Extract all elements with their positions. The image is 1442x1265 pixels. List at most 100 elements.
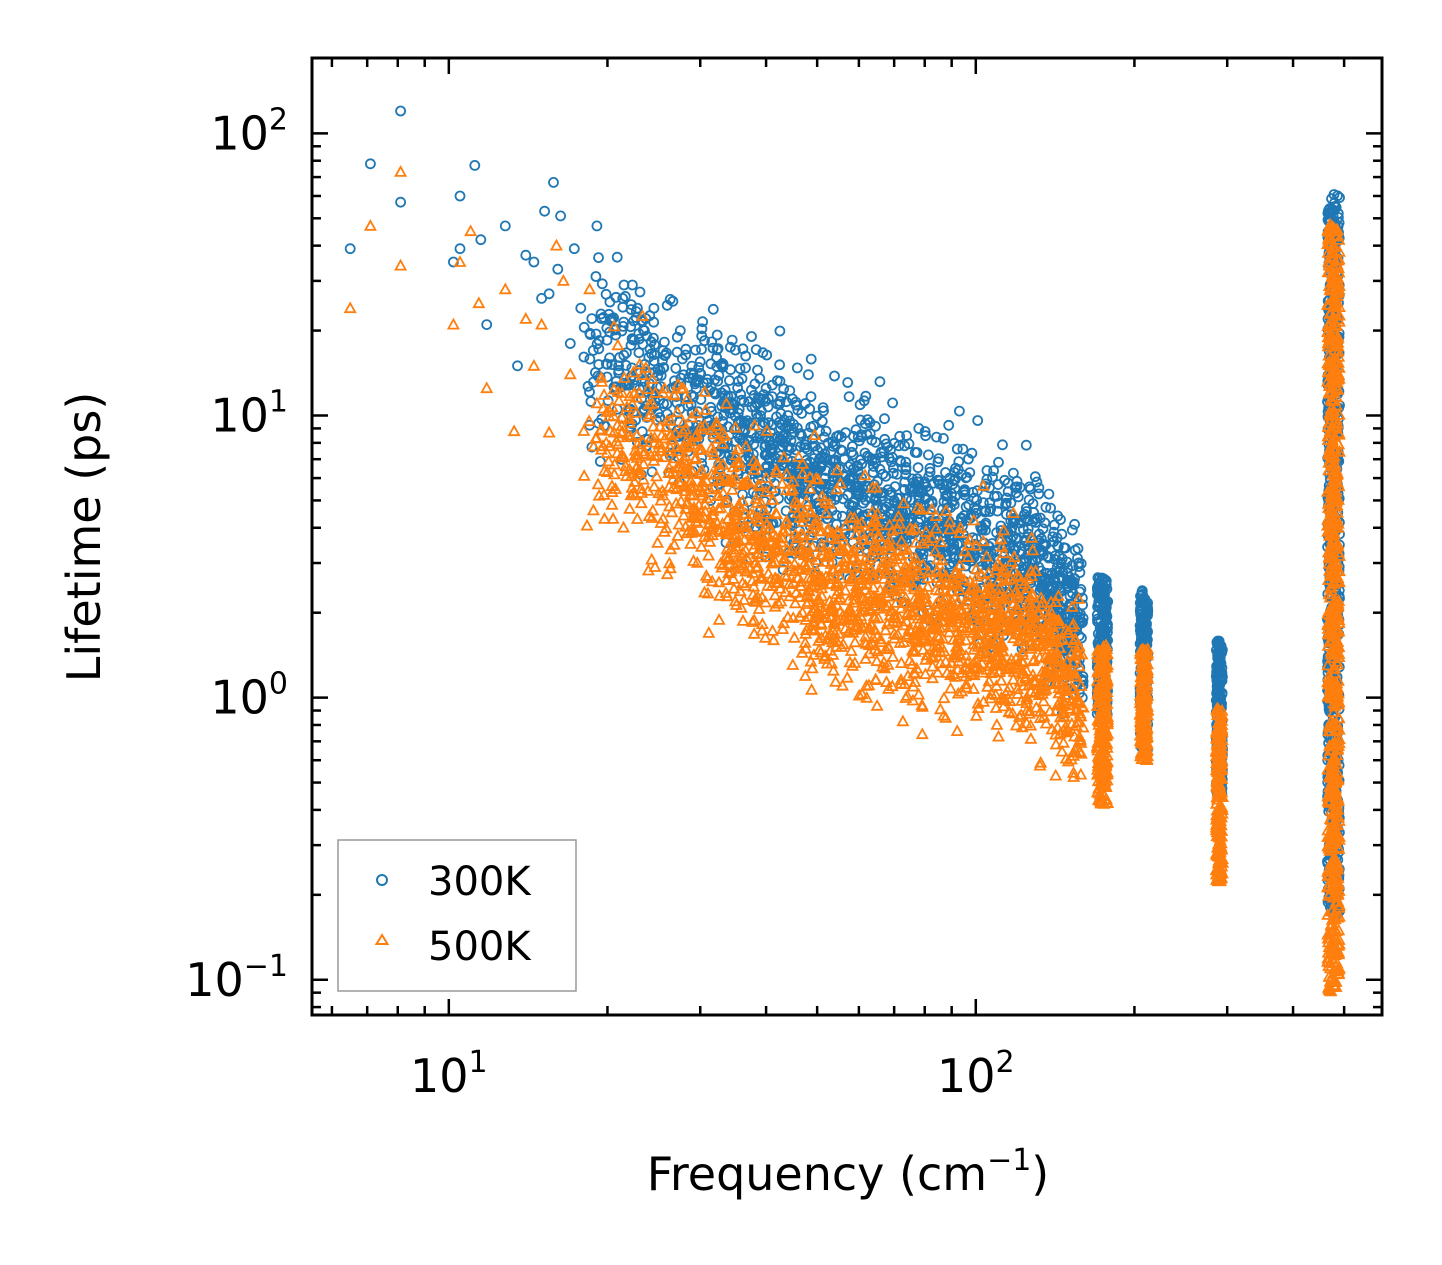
data-point-300k xyxy=(1015,514,1027,526)
data-point-300k xyxy=(837,493,849,505)
data-point-300k xyxy=(867,467,879,478)
data-point-300k xyxy=(539,205,550,217)
data-point-500k xyxy=(650,469,664,482)
data-point-300k xyxy=(659,349,671,361)
data-point-300k xyxy=(876,451,888,463)
data-point-300k xyxy=(664,293,676,305)
data-point-300k xyxy=(543,288,555,300)
data-point-300k xyxy=(711,361,723,373)
data-point-300k xyxy=(750,344,762,356)
data-point-500k xyxy=(394,165,408,177)
data-point-300k xyxy=(784,385,796,397)
data-point-500k xyxy=(885,523,900,536)
data-point-300k xyxy=(795,464,807,476)
data-point-300k xyxy=(536,292,547,304)
data-point-300k xyxy=(859,418,871,430)
data-point-300k xyxy=(900,456,912,468)
data-point-300k xyxy=(587,344,599,356)
data-point-300k xyxy=(1138,627,1150,639)
data-point-300k xyxy=(590,271,602,282)
data-point-300k xyxy=(830,461,842,473)
data-point-300k xyxy=(796,407,808,419)
data-point-300k xyxy=(1135,603,1146,615)
data-point-300k xyxy=(997,439,1008,451)
data-point-300k xyxy=(552,263,564,275)
data-point-500k xyxy=(848,635,862,648)
data-point-300k xyxy=(737,343,749,355)
data-point-500k xyxy=(1049,768,1063,781)
data-point-300k xyxy=(659,336,670,348)
data-point-300k xyxy=(724,375,735,386)
data-point-300k xyxy=(954,405,965,417)
data-point-300k xyxy=(763,452,775,464)
data-point-500k xyxy=(892,516,907,529)
data-point-500k xyxy=(591,477,605,490)
data-point-300k xyxy=(874,376,886,388)
data-point-300k xyxy=(963,499,975,511)
data-point-300k xyxy=(909,446,921,458)
data-point-300k xyxy=(947,478,959,490)
data-point-300k xyxy=(854,399,866,411)
data-point-300k xyxy=(761,349,773,361)
data-point-300k xyxy=(942,490,953,502)
data-point-300k xyxy=(1064,590,1076,602)
data-point-300k xyxy=(980,505,992,517)
data-point-500k xyxy=(464,224,478,237)
data-point-300k xyxy=(739,437,750,449)
data-point-300k xyxy=(827,436,839,448)
data-point-300k xyxy=(730,344,741,356)
data-point-300k xyxy=(630,306,642,318)
data-point-500k xyxy=(662,460,676,473)
data-point-500k xyxy=(712,575,726,588)
data-point-300k xyxy=(726,334,738,346)
data-point-300k xyxy=(805,391,817,403)
data-point-500k xyxy=(642,509,656,521)
data-point-300k xyxy=(1045,502,1056,514)
data-point-500k xyxy=(363,219,377,231)
data-point-300k xyxy=(785,429,797,440)
data-point-300k xyxy=(1139,613,1151,624)
data-point-300k xyxy=(816,459,828,470)
data-point-300k xyxy=(603,308,615,320)
data-point-300k xyxy=(750,432,762,444)
data-point-500k xyxy=(739,439,753,452)
data-point-300k xyxy=(718,409,730,421)
data-point-300k xyxy=(923,449,934,461)
data-point-300k xyxy=(757,416,769,428)
data-point-300k xyxy=(754,392,766,404)
data-point-300k xyxy=(833,430,845,441)
data-point-500k xyxy=(343,301,357,314)
data-point-300k xyxy=(882,484,894,496)
data-point-300k xyxy=(395,196,407,208)
data-point-300k xyxy=(710,388,721,400)
data-point-500k xyxy=(597,464,611,476)
data-point-300k xyxy=(734,363,746,375)
data-point-500k xyxy=(914,502,928,515)
data-point-500k xyxy=(610,418,624,431)
data-point-300k xyxy=(861,429,873,441)
data-point-300k xyxy=(951,443,963,455)
data-point-300k xyxy=(1056,553,1068,565)
data-point-500k xyxy=(1067,766,1081,778)
data-point-500k xyxy=(858,468,872,481)
data-point-500k xyxy=(819,506,833,519)
data-point-300k xyxy=(601,334,613,346)
data-point-500k xyxy=(668,451,682,464)
data-point-300k xyxy=(900,464,912,476)
data-points xyxy=(343,105,1347,997)
data-point-300k xyxy=(920,481,932,493)
data-point-300k xyxy=(595,308,607,320)
data-point-300k xyxy=(901,492,913,504)
data-point-300k xyxy=(735,388,747,400)
data-point-300k xyxy=(829,370,840,382)
data-point-300k xyxy=(593,343,605,355)
data-point-300k xyxy=(555,210,566,222)
data-point-300k xyxy=(1073,557,1085,569)
data-point-300k xyxy=(875,446,887,458)
data-point-300k xyxy=(845,459,856,471)
data-point-300k xyxy=(1058,542,1070,554)
data-point-300k xyxy=(1052,510,1064,522)
data-point-300k xyxy=(1014,481,1026,493)
data-point-300k xyxy=(775,433,787,445)
data-point-300k xyxy=(1040,501,1052,513)
